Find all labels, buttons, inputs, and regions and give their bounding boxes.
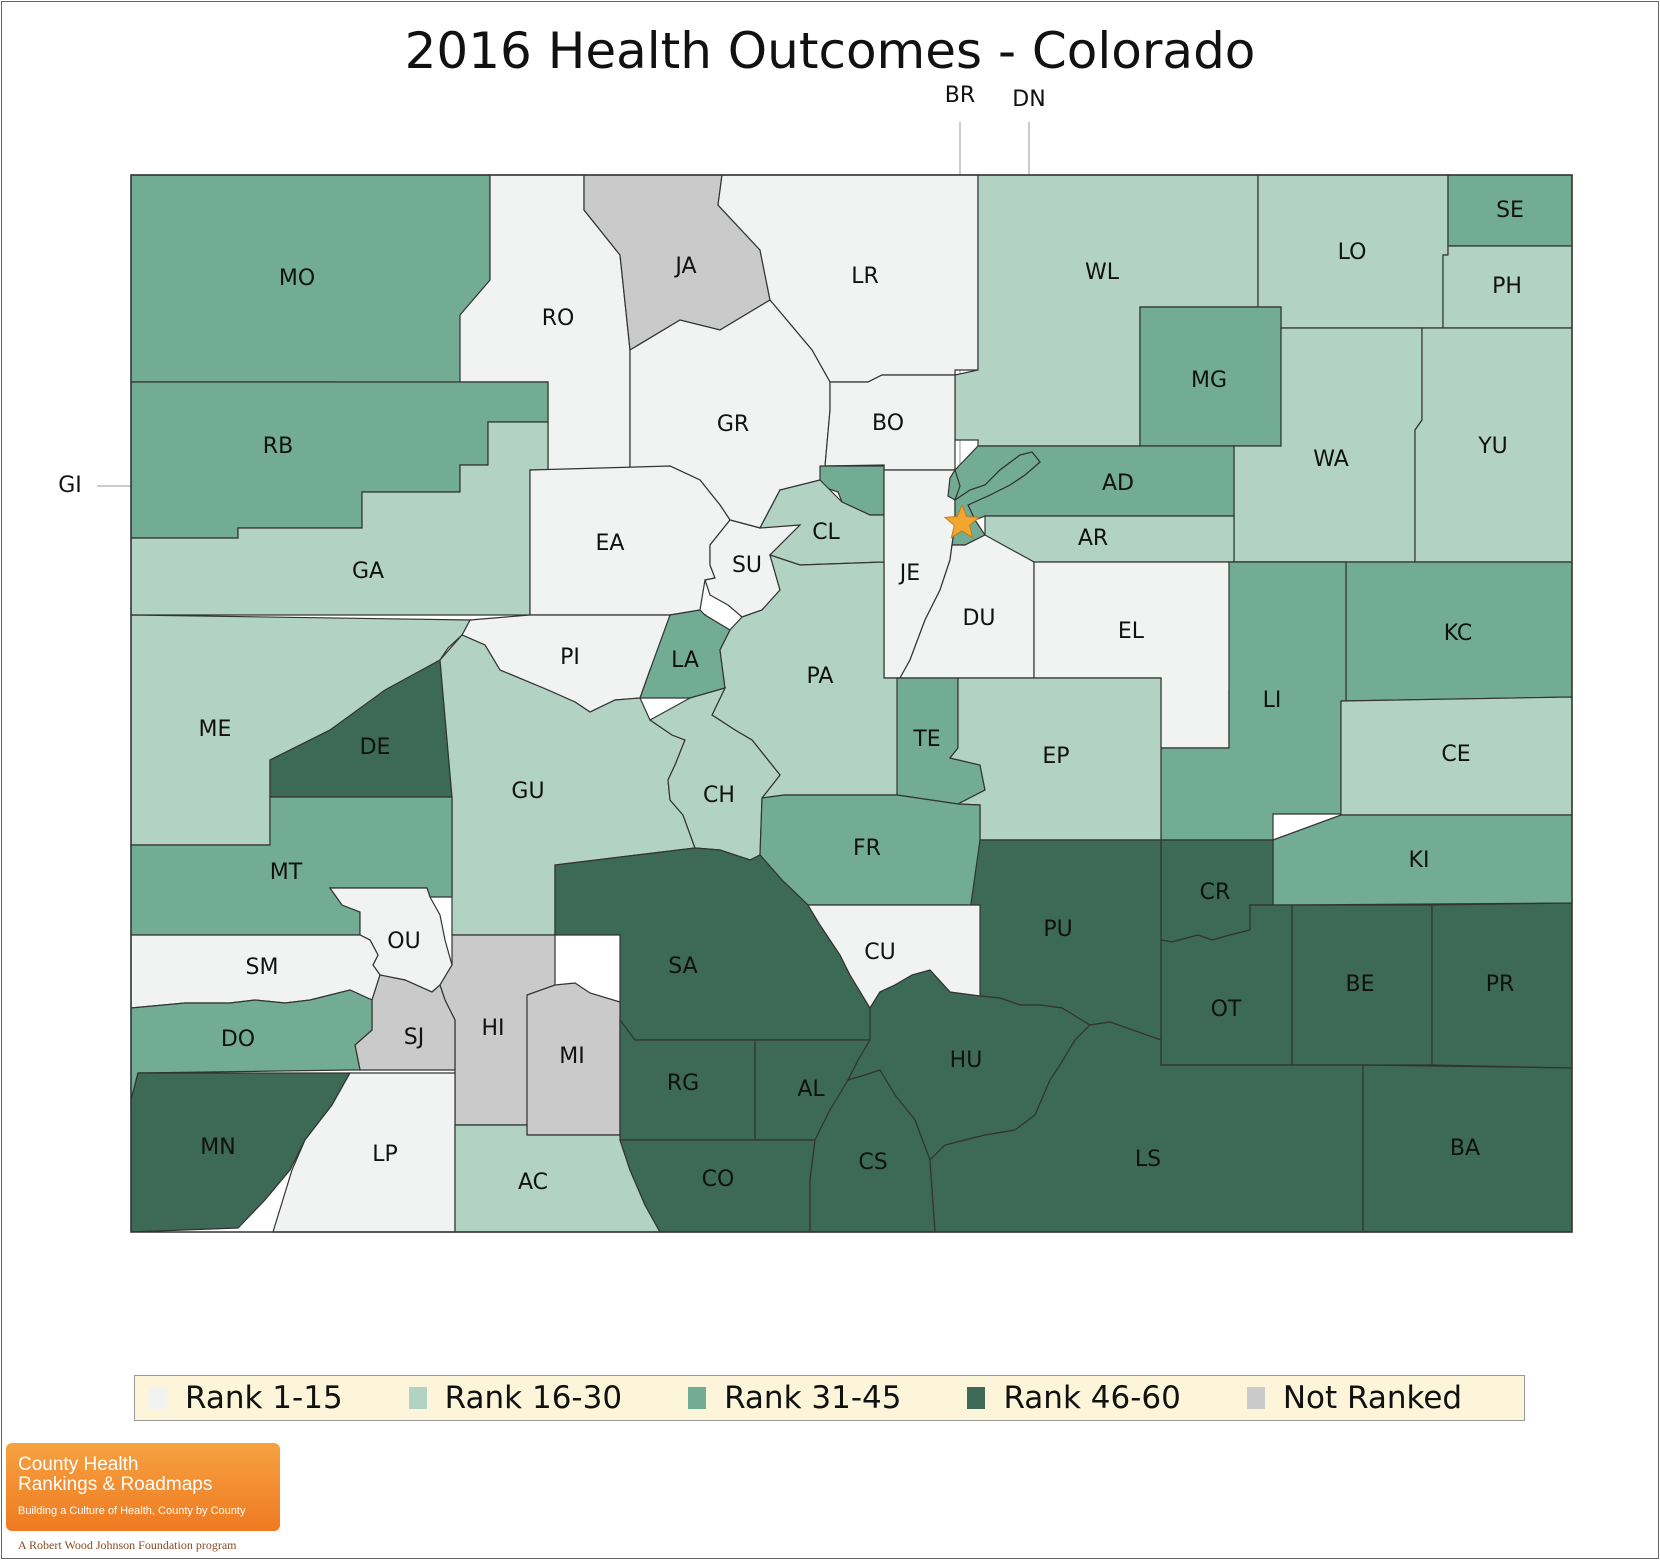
county-label-me: ME	[199, 717, 232, 742]
county-label-ja: JA	[673, 254, 696, 279]
county-label-ch: CH	[703, 783, 735, 808]
county-label-cs: CS	[858, 1150, 887, 1175]
county-label-kc: KC	[1444, 621, 1473, 646]
county-label-ot: OT	[1211, 997, 1242, 1022]
county-label-wl: WL	[1085, 260, 1120, 285]
county-label-co: CO	[702, 1167, 735, 1192]
county-label-du: DU	[962, 606, 995, 631]
legend-item-rank-31-45: Rank 31-45	[688, 1380, 901, 1416]
state-outline	[130, 174, 1573, 1233]
county-label-se: SE	[1496, 198, 1524, 223]
county-label-dn: DN	[1012, 87, 1045, 112]
legend-label: Not Ranked	[1282, 1380, 1463, 1416]
legend-swatch	[1246, 1387, 1265, 1409]
county-label-hu: HU	[950, 1048, 983, 1073]
county-label-mn: MN	[200, 1135, 235, 1160]
county-label-al: AL	[797, 1077, 825, 1102]
county-label-ls: LS	[1135, 1147, 1161, 1172]
county-cs	[809, 1069, 936, 1233]
legend-item-rank-46-60: Rank 46-60	[967, 1380, 1181, 1416]
county-label-ga: GA	[352, 559, 384, 584]
county-label-ro: RO	[542, 306, 575, 331]
county-label-rb: RB	[263, 434, 293, 459]
county-label-ou: OU	[387, 929, 420, 954]
county-label-su: SU	[732, 553, 762, 578]
county-label-be: BE	[1346, 972, 1375, 997]
county-label-hi: HI	[481, 1016, 504, 1041]
county-label-ac: AC	[518, 1170, 548, 1195]
county-label-rg: RG	[667, 1071, 699, 1096]
county-label-je: JE	[898, 561, 920, 586]
county-label-la: LA	[671, 648, 699, 673]
county-label-ph: PH	[1492, 274, 1522, 299]
county-lp	[272, 1072, 456, 1233]
county-label-te: TE	[912, 727, 940, 752]
county-label-lp: LP	[372, 1142, 398, 1167]
county-label-ad: AD	[1102, 471, 1134, 496]
county-label-mg: MG	[1191, 368, 1227, 393]
county-br	[947, 468, 961, 501]
county-label-lo: LO	[1338, 240, 1367, 265]
county-label-mt: MT	[270, 860, 303, 885]
legend: Rank 1-15 Rank 16-30 Rank 31-45 Rank 46-…	[134, 1375, 1525, 1421]
legend-label: Rank 46-60	[1003, 1380, 1181, 1416]
legend-item-rank-16-30: Rank 16-30	[408, 1380, 623, 1416]
county-label-ar: AR	[1078, 526, 1108, 551]
legend-label: Rank 16-30	[444, 1380, 623, 1416]
county-label-mo: MO	[279, 266, 315, 291]
logo-tagline: Building a Culture of Health, County by …	[18, 1505, 246, 1517]
county-ea	[529, 465, 731, 616]
county-mn	[130, 1072, 352, 1233]
county-label-gi: GI	[58, 473, 82, 498]
county-label-pa: PA	[807, 664, 834, 689]
county-do	[130, 989, 373, 1101]
sponsor-line: A Robert Wood Johnson Foundation program	[18, 1538, 237, 1552]
legend-swatch	[408, 1387, 427, 1409]
county-label-el: EL	[1118, 619, 1145, 644]
county-label-sj: SJ	[404, 1025, 424, 1050]
map-title: 2016 Health Outcomes - Colorado	[404, 22, 1256, 80]
legend-swatch	[688, 1387, 707, 1409]
county-label-ba: BA	[1450, 1136, 1480, 1161]
county-label-bo: BO	[872, 411, 904, 436]
logo-line-1: County Health	[18, 1454, 139, 1475]
county-label-gr: GR	[717, 412, 749, 437]
county-label-ea: EA	[596, 531, 625, 556]
county-label-cl: CL	[812, 520, 840, 545]
county-label-cr: CR	[1200, 880, 1231, 905]
legend-label: Rank 1-15	[185, 1380, 343, 1416]
county-label-pu: PU	[1043, 917, 1072, 942]
legend-item-not-ranked: Not Ranked	[1246, 1380, 1463, 1416]
legend-item-rank-1-15: Rank 1-15	[149, 1380, 343, 1416]
county-label-fr: FR	[853, 836, 881, 861]
county-label-ki: KI	[1409, 848, 1430, 873]
county-label-yu: YU	[1477, 434, 1508, 459]
legend-label: Rank 31-45	[724, 1380, 902, 1416]
county-label-br: BR	[945, 83, 975, 108]
county-label-sa: SA	[668, 954, 697, 979]
county-label-wa: WA	[1313, 447, 1349, 472]
county-label-li: LI	[1263, 688, 1282, 713]
county-label-mi: MI	[559, 1044, 584, 1069]
county-label-sm: SM	[246, 955, 279, 980]
county-label-pi: PI	[560, 645, 580, 670]
county-label-ep: EP	[1042, 744, 1069, 769]
county-label-cu: CU	[864, 940, 895, 965]
county-label-do: DO	[221, 1027, 255, 1052]
county-health-rankings-logo: County Health Rankings & Roadmaps Buildi…	[6, 1443, 280, 1531]
star-icon	[943, 503, 981, 539]
legend-swatch	[149, 1387, 167, 1409]
county-label-lr: LR	[851, 264, 879, 289]
legend-swatch	[967, 1387, 986, 1409]
county-label-ce: CE	[1441, 742, 1470, 767]
county-li	[1160, 561, 1347, 841]
logo-line-2: Rankings & Roadmaps	[18, 1474, 213, 1495]
county-label-pr: PR	[1486, 972, 1515, 997]
county-label-gu: GU	[511, 779, 544, 804]
county-label-de: DE	[360, 735, 391, 760]
